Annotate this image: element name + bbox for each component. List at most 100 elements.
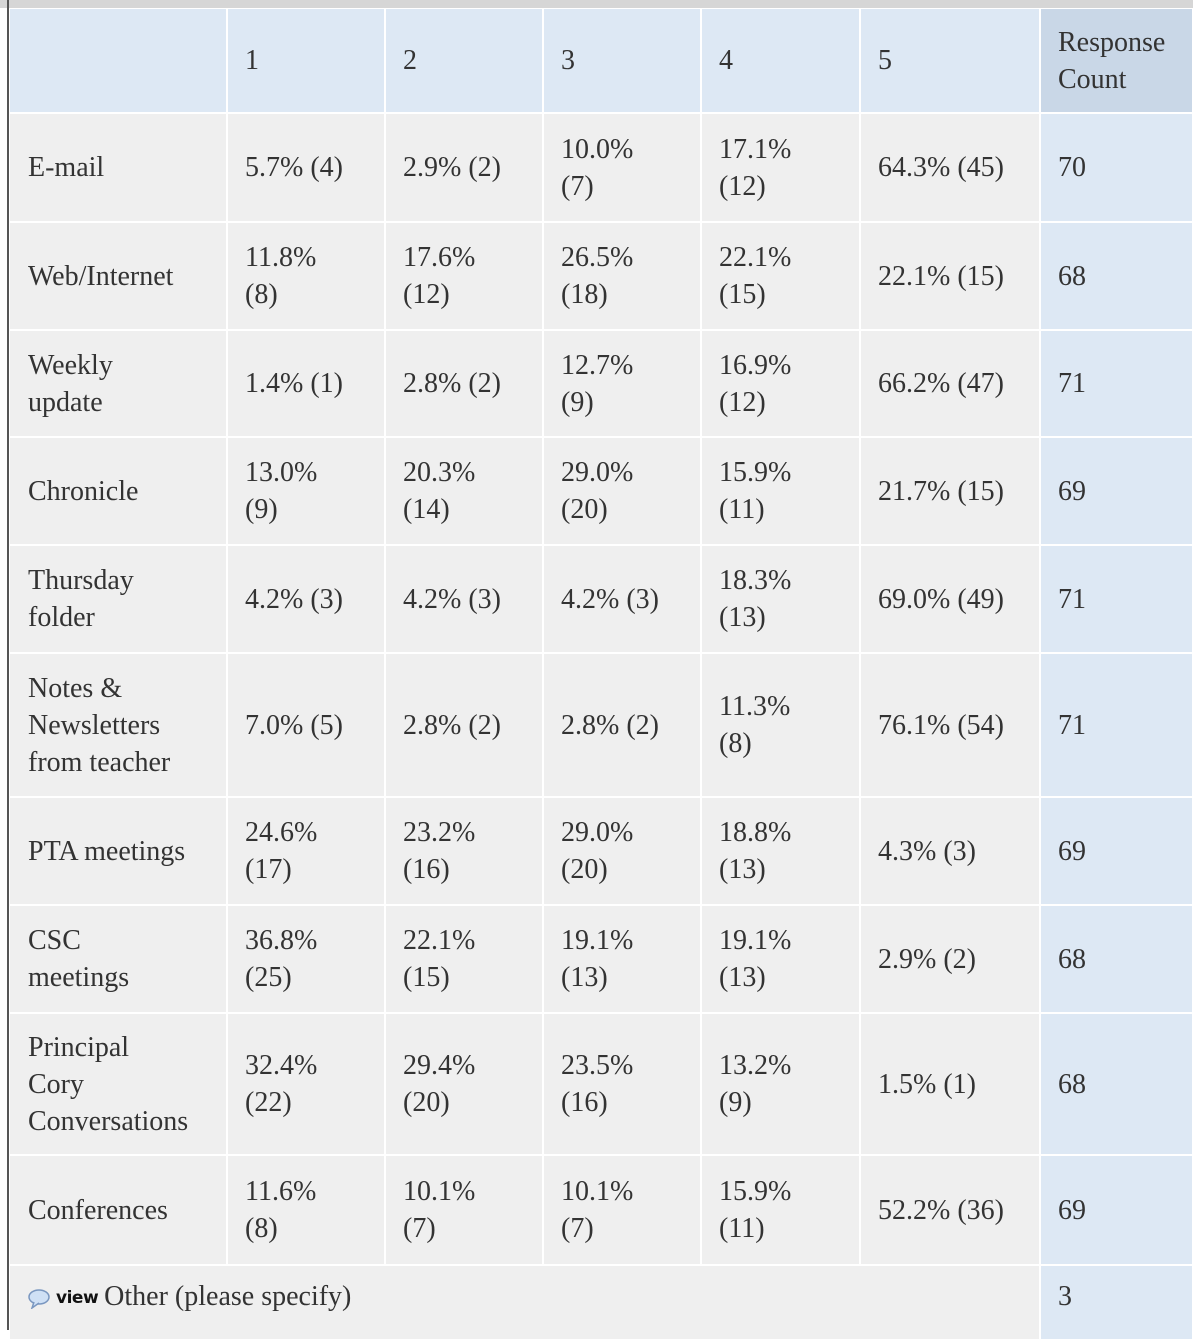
response-cell-text: 36.8% (25) <box>245 925 318 993</box>
response-cell-text: 19.1% (13) <box>719 925 792 993</box>
response-count-text: 71 <box>1058 583 1086 615</box>
response-cell: 52.2% (36) <box>861 1156 1039 1264</box>
response-cell: 11.8% (8) <box>228 223 384 329</box>
response-cell-text: 11.6% (8) <box>245 1176 317 1244</box>
column-header-text: 1 <box>245 45 259 76</box>
response-cell-text: 17.1% (12) <box>719 133 792 202</box>
column-header: 2 <box>386 9 542 112</box>
response-count: 70 <box>1041 114 1192 221</box>
response-cell-text: 15.9% (11) <box>719 1176 792 1244</box>
row-label: CSC meetings <box>10 906 226 1012</box>
response-cell-text: 29.0% (20) <box>561 457 634 525</box>
response-cell: 2.8% (2) <box>544 654 700 796</box>
response-cell: 2.9% (2) <box>861 906 1039 1012</box>
response-cell-text: 22.1% (15) <box>878 260 1004 292</box>
response-cell-text: 2.8% (2) <box>561 709 659 741</box>
response-cell: 13.2% (9) <box>702 1014 859 1154</box>
response-cell-text: 2.9% (2) <box>403 152 501 183</box>
response-cell: 4.2% (3) <box>228 546 384 652</box>
response-cell-text: 2.8% (2) <box>403 368 501 399</box>
response-cell-text: 4.2% (3) <box>403 583 501 615</box>
column-header-text: 4 <box>719 45 733 76</box>
response-cell-text: 12.7% (9) <box>561 349 634 418</box>
response-cell: 23.5% (16) <box>544 1014 700 1154</box>
row-label-text: Notes & Newsletters from teacher <box>28 672 171 778</box>
response-cell-text: 15.9% (11) <box>719 457 792 525</box>
response-cell-text: 32.4% (22) <box>245 1050 318 1118</box>
count-header-text: Response Count <box>1058 26 1166 95</box>
row-label: Thursday folder <box>10 546 226 652</box>
response-cell-text: 76.1% (54) <box>878 709 1004 741</box>
response-count-text: 69 <box>1058 1194 1086 1226</box>
response-cell-text: 11.8% (8) <box>245 242 317 310</box>
response-count: 69 <box>1041 798 1192 904</box>
response-cell: 22.1% (15) <box>702 223 859 329</box>
response-count-text: 68 <box>1058 943 1086 975</box>
row-label-text: PTA meetings <box>28 835 186 867</box>
row-label-text: Principal Cory Conversations <box>28 1031 189 1137</box>
row-label-text: Weekly update <box>28 349 113 418</box>
left-rule <box>7 0 9 1330</box>
response-cell-text: 20.3% (14) <box>403 457 476 525</box>
response-cell-text: 11.3% (8) <box>719 691 791 759</box>
response-cell: 23.2% (16) <box>386 798 542 904</box>
response-cell-text: 26.5% (18) <box>561 242 634 310</box>
view-link[interactable]: view <box>56 1288 99 1309</box>
other-line: view Other (please specify) <box>28 1278 351 1317</box>
response-cell-text: 2.8% (2) <box>403 709 501 741</box>
response-cell: 29.0% (20) <box>544 798 700 904</box>
row-label-text: CSC meetings <box>28 925 130 993</box>
row-label: Web/Internet <box>10 223 226 329</box>
response-cell: 2.8% (2) <box>386 654 542 796</box>
row-label: PTA meetings <box>10 798 226 904</box>
response-cell: 2.9% (2) <box>386 114 542 221</box>
response-cell-text: 29.0% (20) <box>561 817 634 885</box>
response-cell: 20.3% (14) <box>386 438 542 544</box>
row-label: Notes & Newsletters from teacher <box>10 654 226 796</box>
row-label: Chronicle <box>10 438 226 544</box>
response-cell: 26.5% (18) <box>544 223 700 329</box>
response-cell-text: 4.3% (3) <box>878 835 976 867</box>
response-cell: 76.1% (54) <box>861 654 1039 796</box>
response-cell: 11.3% (8) <box>702 654 859 796</box>
response-cell-text: 22.1% (15) <box>403 925 476 993</box>
response-cell: 36.8% (25) <box>228 906 384 1012</box>
response-count-text: 71 <box>1058 368 1086 399</box>
response-cell-text: 4.2% (3) <box>245 583 343 615</box>
response-cell: 1.4% (1) <box>228 331 384 436</box>
response-cell-text: 21.7% (15) <box>878 475 1004 507</box>
top-strip <box>0 0 1193 8</box>
count-header: Response Count <box>1041 9 1192 112</box>
response-cell: 12.7% (9) <box>544 331 700 436</box>
response-cell-text: 24.6% (17) <box>245 817 318 885</box>
other-row: view Other (please specify) <box>10 1266 1039 1339</box>
response-count-text: 70 <box>1058 152 1086 183</box>
response-cell-text: 1.5% (1) <box>878 1068 976 1100</box>
response-count: 69 <box>1041 1156 1192 1264</box>
response-cell-text: 29.4% (20) <box>403 1050 476 1118</box>
column-header-text: 5 <box>878 45 892 76</box>
response-cell: 21.7% (15) <box>861 438 1039 544</box>
response-cell: 7.0% (5) <box>228 654 384 796</box>
response-cell: 16.9% (12) <box>702 331 859 436</box>
response-cell-text: 10.0% (7) <box>561 133 634 202</box>
response-count: 68 <box>1041 223 1192 329</box>
response-cell-text: 69.0% (49) <box>878 583 1004 615</box>
response-cell: 15.9% (11) <box>702 1156 859 1264</box>
response-cell: 4.2% (3) <box>386 546 542 652</box>
response-cell: 13.0% (9) <box>228 438 384 544</box>
response-cell: 24.6% (17) <box>228 798 384 904</box>
response-cell: 1.5% (1) <box>861 1014 1039 1154</box>
response-cell: 66.2% (47) <box>861 331 1039 436</box>
row-label-text: Thursday folder <box>28 565 134 633</box>
response-cell: 18.3% (13) <box>702 546 859 652</box>
response-cell: 4.3% (3) <box>861 798 1039 904</box>
response-cell: 5.7% (4) <box>228 114 384 221</box>
row-label: Weekly update <box>10 331 226 436</box>
response-count-text: 68 <box>1058 260 1086 292</box>
response-cell: 64.3% (45) <box>861 114 1039 221</box>
response-cell-text: 18.3% (13) <box>719 565 792 633</box>
response-cell-text: 13.2% (9) <box>719 1050 792 1118</box>
